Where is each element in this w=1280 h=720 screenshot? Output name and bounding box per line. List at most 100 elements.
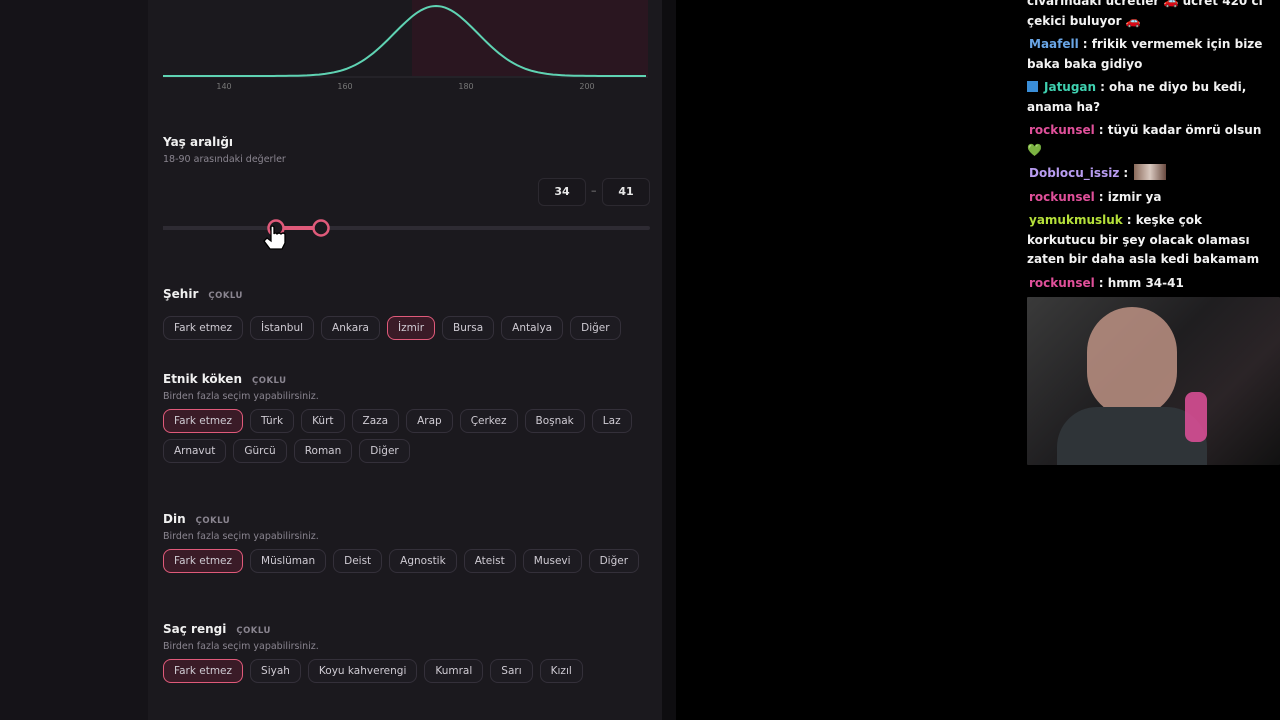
chip[interactable]: Siyah <box>250 659 301 683</box>
chat-partial: çekici buluyor 🚗 <box>1027 13 1141 28</box>
chip[interactable]: Fark etmez <box>163 549 244 573</box>
chip[interactable]: Ateist <box>463 549 516 573</box>
chip[interactable]: Fark etmez <box>163 659 244 683</box>
distribution-curve <box>163 4 646 77</box>
chip[interactable]: Roman <box>293 439 353 463</box>
chip[interactable]: Çerkez <box>459 409 518 433</box>
chip[interactable]: Ankara <box>321 316 380 340</box>
chip[interactable]: Diğer <box>588 549 640 573</box>
chip-list: Fark etmez Siyah Koyu kahverengi Kumral Sarı… <box>163 659 653 683</box>
age-separator: – <box>591 184 597 197</box>
chip[interactable]: Deist <box>333 549 383 573</box>
chat-username: yamukmusluk <box>1029 213 1123 227</box>
slider-handle[interactable] <box>312 219 330 237</box>
chip[interactable]: Sarı <box>490 659 533 683</box>
chat-username: rockunsel <box>1029 189 1095 204</box>
age-min[interactable]: 34 <box>538 178 586 206</box>
chat-message: Jatugan: oha ne diyo bu kedi, anama ha? <box>1027 78 1263 117</box>
chip-list: Fark etmez Müslüman Deist Agnostik Ateist Mus… <box>163 549 653 573</box>
section-title: Saç rengi <box>163 622 227 636</box>
chat: civarındaki ücretler 🚗 ücret 420 civarın… <box>1027 0 1280 465</box>
section-title: Etnik köken <box>163 372 242 386</box>
chip[interactable]: Arap <box>406 409 453 433</box>
axis-label: 160 <box>337 82 352 91</box>
form-panel: 140 160 180 200 Yaş aralığı 18-90 arasındak… <box>148 0 662 720</box>
selected-range <box>412 0 648 76</box>
chip-list: Fark etmez İstanbul Ankara İzmir Bursa Antaly… <box>163 316 653 340</box>
section-badge: ÇOKLU <box>208 291 243 301</box>
chip[interactable]: Kızıl <box>539 659 583 683</box>
chat-text: : tüyü kadar ömrü olsun 💚 <box>1027 123 1262 157</box>
chat-text: : hmm 34-41 <box>1098 275 1184 290</box>
height-chart: 140 160 180 200 <box>163 0 648 91</box>
axis-label: 180 <box>458 82 473 91</box>
chip[interactable]: İzmir <box>386 316 436 340</box>
section-header: Etnik köken ÇOKLU <box>163 368 653 387</box>
chip[interactable]: Boşnak <box>524 409 585 433</box>
chat-text: : oha ne diyo bu kedi, anama ha? <box>1027 80 1247 114</box>
background <box>0 0 148 720</box>
section-subtitle: Birden fazla seçim yapabilirsiniz. <box>163 531 319 542</box>
section-header: Şehir ÇOKLU <box>163 283 653 302</box>
filter-section: Şehir ÇOKLU Fark etmez İstanbul Ankara İzmir B… <box>163 283 653 340</box>
chip[interactable]: Antalya <box>501 316 564 340</box>
chip[interactable]: Müslüman <box>250 549 327 573</box>
chat-text: : frikik vermemek için bize baka baka gi… <box>1027 37 1263 71</box>
section-subtitle: Birden fazla seçim yapabilirsiniz. <box>163 641 319 652</box>
divider <box>662 0 676 720</box>
chat-message: yamukmusluk: keşke çok korkutucu bir şey… <box>1027 211 1263 270</box>
chip-list: Fark etmez Türk Kürt Zaza Arap Çerkez Boşnak La… <box>163 409 653 463</box>
chat-message: rockunsel: izmir ya <box>1027 188 1263 208</box>
age-title: Yaş aralığı <box>163 135 234 149</box>
cursor <box>263 225 286 250</box>
shirt <box>1057 407 1207 465</box>
section-title: Din <box>163 512 186 526</box>
section-badge: ÇOKLU <box>252 376 287 386</box>
chat-message: rockunsel: tüyü kadar ömrü olsun 💚 <box>1027 121 1263 160</box>
chip[interactable]: Fark etmez <box>163 316 244 340</box>
chat-username: Doblocu_issiz <box>1029 166 1120 180</box>
filter-section: Din ÇOKLU Birden fazla seçim yapabilirsini… <box>163 508 653 573</box>
axis-label: 140 <box>216 82 231 91</box>
section-header: Saç rengi ÇOKLU <box>163 618 653 637</box>
chip[interactable]: Laz <box>591 409 632 433</box>
chat-username: rockunsel <box>1029 275 1095 290</box>
microphone <box>1185 392 1207 442</box>
section-subtitle: Birden fazla seçim yapabilirsiniz. <box>163 391 319 402</box>
chat-partial: civarındaki ücretler 🚗 ücret 420 civarın… <box>1027 0 1263 8</box>
section-title: Şehir <box>163 287 199 301</box>
chip[interactable]: Koyu kahverengi <box>307 659 418 683</box>
chat-username: Jatugan <box>1044 80 1097 94</box>
chip[interactable]: Musevi <box>522 549 582 573</box>
chat-text: : keşke çok korkutucu bir şey olacak ola… <box>1027 213 1260 266</box>
chat-emote <box>1134 164 1167 180</box>
chip[interactable]: Diğer <box>570 316 621 340</box>
chip[interactable]: Türk <box>250 409 295 433</box>
chat-username: Maafell <box>1029 37 1079 51</box>
chat-message: Maafell: frikik vermemek için bize baka … <box>1027 35 1263 74</box>
chip[interactable]: Kürt <box>301 409 345 433</box>
section-header: Din ÇOKLU <box>163 508 653 527</box>
age-max[interactable]: 41 <box>602 178 650 206</box>
chip[interactable]: Zaza <box>351 409 400 433</box>
chip[interactable]: Fark etmez <box>163 409 244 433</box>
chip[interactable]: Kumral <box>424 659 484 683</box>
chip[interactable]: Gürcü <box>233 439 287 463</box>
chip[interactable]: Bursa <box>442 316 495 340</box>
section-badge: ÇOKLU <box>195 516 231 526</box>
age-subtitle: 18-90 arasındaki değerler <box>163 154 286 165</box>
chip[interactable]: Arnavut <box>163 439 227 463</box>
chip[interactable]: İstanbul <box>250 316 315 340</box>
face <box>1087 307 1177 417</box>
chat-message: rockunsel: hmm 34-41 <box>1027 274 1263 294</box>
section-badge: ÇOKLU <box>236 626 271 636</box>
badge-icon <box>1027 81 1038 92</box>
chat-text: : izmir ya <box>1098 189 1162 204</box>
age-slider[interactable] <box>163 215 653 265</box>
webcam <box>1027 297 1280 465</box>
chip[interactable]: Agnostik <box>389 549 457 573</box>
filter-section: Saç rengi ÇOKLU Birden fazla seçim yapabil… <box>163 618 653 683</box>
chip[interactable]: Diğer <box>359 439 410 463</box>
chat-text: : <box>1123 166 1129 180</box>
